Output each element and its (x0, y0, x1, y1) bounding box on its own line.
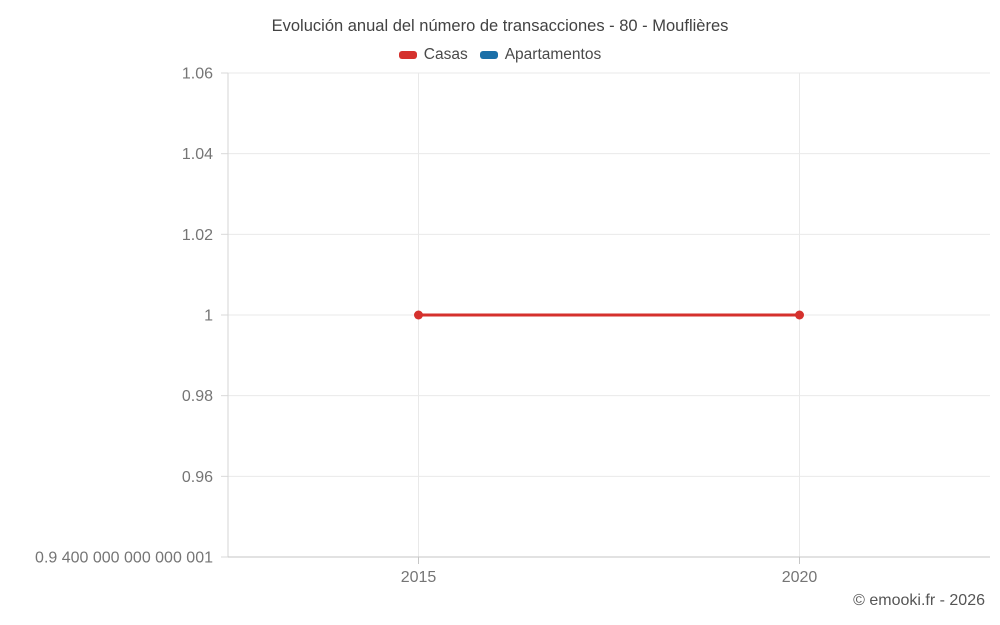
y-tick-label: 1.02 (182, 227, 213, 244)
chart-legend: Casas Apartamentos (0, 46, 1000, 64)
legend-swatch-icon (398, 51, 417, 59)
y-tick-label: 1.06 (182, 66, 213, 83)
legend-label: Apartamentos (504, 46, 602, 63)
x-tick-label: 2020 (782, 569, 818, 586)
x-tick-label: 2015 (401, 569, 437, 586)
y-tick-label: 0.96 (182, 469, 213, 486)
y-tick-label: 0.98 (182, 388, 213, 405)
legend-item-apartamentos[interactable]: Apartamentos (479, 46, 602, 64)
legend-swatch-icon (479, 51, 498, 59)
y-tick-label: 0.9 400 000 000 000 001 (35, 550, 213, 567)
copyright-credit: © emooki.fr - 2026 (853, 592, 985, 609)
y-tick-label: 1.04 (182, 146, 213, 163)
legend-item-casas[interactable]: Casas (398, 46, 468, 64)
data-point-casas[interactable] (795, 310, 804, 320)
legend-label: Casas (423, 46, 468, 63)
y-tick-label: 1 (204, 308, 213, 325)
data-point-casas[interactable] (414, 310, 423, 320)
chart-title: Evolución anual del número de transaccio… (271, 17, 729, 35)
